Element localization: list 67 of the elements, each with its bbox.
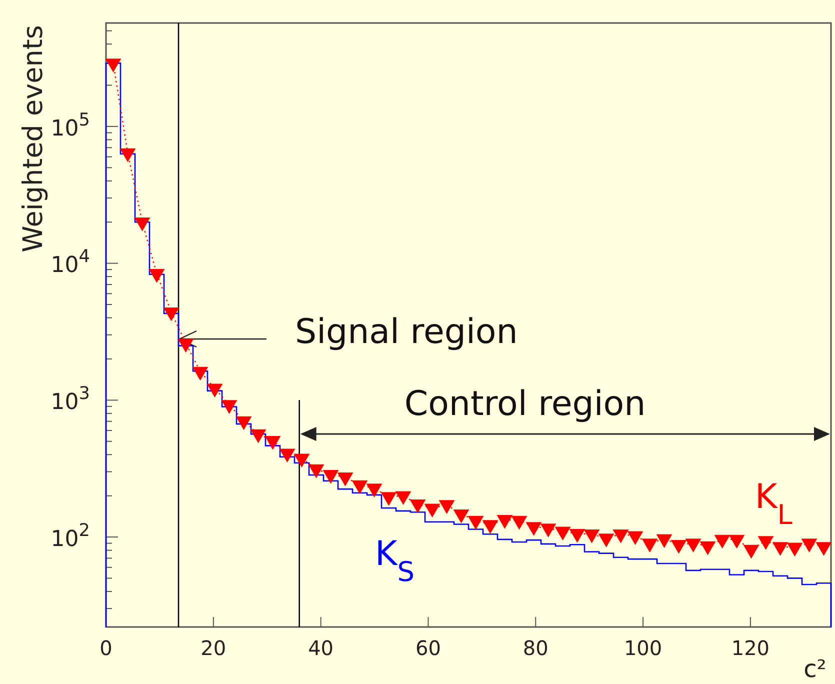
y-axis-title: Weighted events (18, 25, 49, 252)
point (105, 58, 122, 72)
x-tick-label: 80 (522, 636, 548, 660)
point (380, 492, 397, 506)
point (410, 499, 426, 514)
point (148, 269, 165, 283)
point (526, 522, 542, 536)
point (294, 454, 310, 468)
point (279, 448, 296, 462)
point (163, 307, 180, 322)
point (134, 218, 150, 232)
y-tick-label: 10$^{3}$ (50, 384, 90, 415)
point (728, 534, 745, 549)
point (685, 538, 702, 552)
point (322, 470, 339, 484)
point (816, 542, 832, 556)
point (366, 484, 382, 498)
series-label: K$_{L}$ (755, 477, 792, 530)
point (656, 534, 672, 548)
point (612, 530, 629, 544)
point (424, 504, 440, 518)
point (627, 531, 644, 546)
point (468, 516, 484, 530)
x-tick-label: 20 (200, 636, 226, 660)
annotation: Control region (404, 384, 646, 424)
x-axis-title: c² (804, 655, 826, 683)
point (308, 464, 324, 478)
point (438, 500, 455, 514)
point (700, 541, 716, 556)
point (352, 480, 368, 494)
point (206, 384, 223, 398)
point (758, 536, 774, 550)
point (178, 338, 194, 353)
x-tick-label: 0 (100, 636, 112, 660)
x-tick-label: 100 (624, 636, 662, 660)
point (554, 526, 571, 541)
y-tick-label: 10$^{5}$ (50, 110, 90, 142)
point (714, 534, 730, 549)
point (540, 524, 556, 538)
point (598, 534, 614, 548)
point (511, 516, 528, 530)
point (337, 472, 354, 486)
point (395, 491, 412, 506)
series-label: K$_{S}$ (375, 534, 415, 588)
y-tick-label: 10$^{2}$ (50, 520, 90, 552)
point (584, 530, 600, 544)
point (250, 429, 266, 444)
point (236, 416, 252, 430)
x-tick-label: 60 (415, 636, 441, 660)
point (670, 540, 687, 554)
point (642, 538, 658, 552)
point (772, 542, 788, 556)
point (801, 538, 818, 552)
x-tick-label: 40 (308, 636, 334, 660)
point (569, 528, 586, 543)
x-tick-label: 120 (731, 636, 770, 660)
ref-line-label: Signal region (295, 312, 518, 352)
point (496, 515, 513, 529)
point (221, 400, 238, 414)
point (743, 544, 760, 559)
point (786, 542, 803, 557)
point (192, 366, 208, 381)
point (120, 148, 136, 162)
point (482, 520, 498, 534)
point (264, 436, 281, 450)
point (453, 510, 470, 524)
y-tick-label: 10$^{4}$ (50, 247, 90, 278)
